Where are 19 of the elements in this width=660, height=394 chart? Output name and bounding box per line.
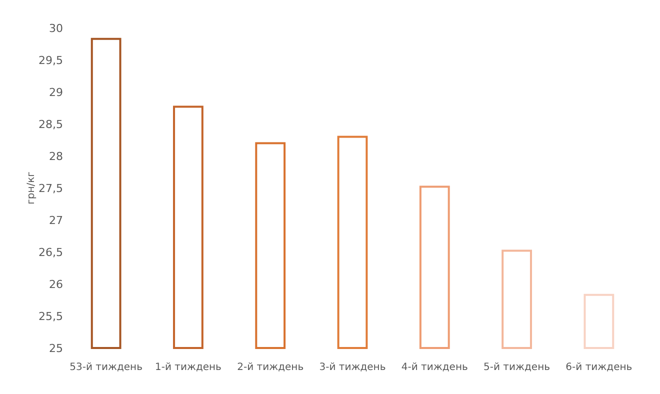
- y-tick-label: 27,5: [38, 182, 63, 195]
- y-tick-label: 25: [49, 342, 63, 355]
- x-tick-label: 4-й тиждень: [401, 362, 468, 373]
- y-tick-label: 29: [49, 86, 63, 99]
- y-tick-label: 25,5: [38, 310, 63, 323]
- y-tick-label: 29,5: [38, 54, 63, 67]
- y-tick-label: 26: [49, 278, 63, 291]
- y-tick-label: 28: [49, 150, 63, 163]
- y-tick-label: 26,5: [38, 246, 63, 259]
- y-axis-title: грн/кг: [26, 172, 37, 204]
- x-tick-label: 2-й тиждень: [237, 362, 304, 373]
- x-tick-label: 53-й тиждень: [70, 362, 143, 373]
- x-tick-label: 6-й тиждень: [566, 362, 632, 373]
- x-tick-label: 5-й тиждень: [484, 362, 550, 373]
- y-tick-label: 27: [49, 214, 63, 227]
- x-tick-label: 3-й тиждень: [319, 362, 386, 373]
- x-tick-label: 1-й тиждень: [154, 362, 222, 373]
- y-tick-label: 30: [49, 22, 63, 35]
- y-tick-label: 28,5: [38, 118, 63, 131]
